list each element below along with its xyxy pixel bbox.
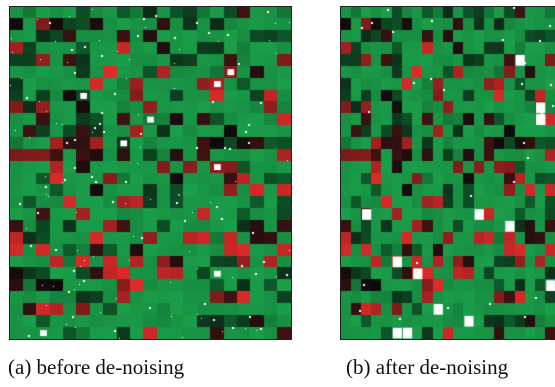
caption-before-denoising: (a) before de-noising xyxy=(8,355,185,379)
heatmap-after-denoising xyxy=(340,6,555,340)
heatmap-before-panel xyxy=(9,6,292,340)
caption-after-denoising: (b) after de-noising xyxy=(346,355,509,379)
heatmap-after-panel xyxy=(340,6,555,340)
heatmap-before-denoising xyxy=(9,6,292,340)
